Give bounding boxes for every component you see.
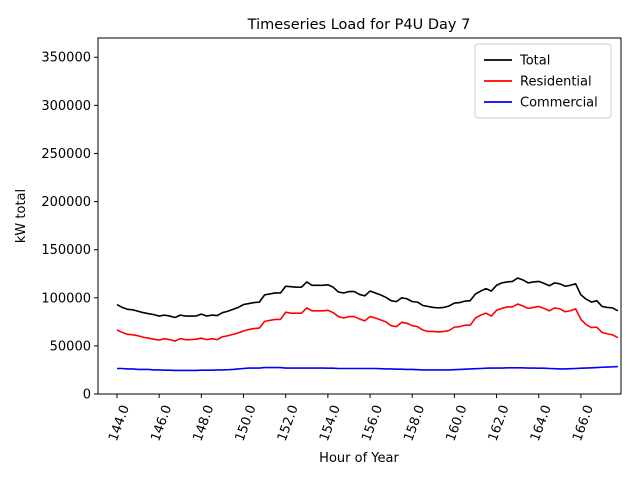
series-line-residential <box>116 303 619 342</box>
y-axis-label: kW total <box>14 189 29 243</box>
legend-label-residential: Residential <box>520 75 592 90</box>
legend: Total Residential Commercial <box>474 43 612 119</box>
y-tick-label: 300000 <box>41 99 91 114</box>
y-tick-label: 250000 <box>41 147 91 162</box>
chart-title: Timeseries Load for P4U Day 7 <box>247 17 471 33</box>
legend-box <box>474 43 612 119</box>
y-tick-label: 200000 <box>41 195 91 210</box>
series-line-total <box>116 277 619 319</box>
y-tick-label: 0 <box>83 388 91 403</box>
legend-label-total: Total <box>519 54 550 69</box>
y-tick-label: 350000 <box>41 51 91 66</box>
plot-frame <box>97 37 622 395</box>
y-tick-label: 100000 <box>41 291 91 306</box>
y-tick-label: 50000 <box>50 339 91 354</box>
series-line-commercial <box>116 365 618 372</box>
x-axis-label: Hour of Year <box>319 451 399 466</box>
legend-label-commercial: Commercial <box>520 96 598 111</box>
y-tick-label: 150000 <box>41 243 91 258</box>
